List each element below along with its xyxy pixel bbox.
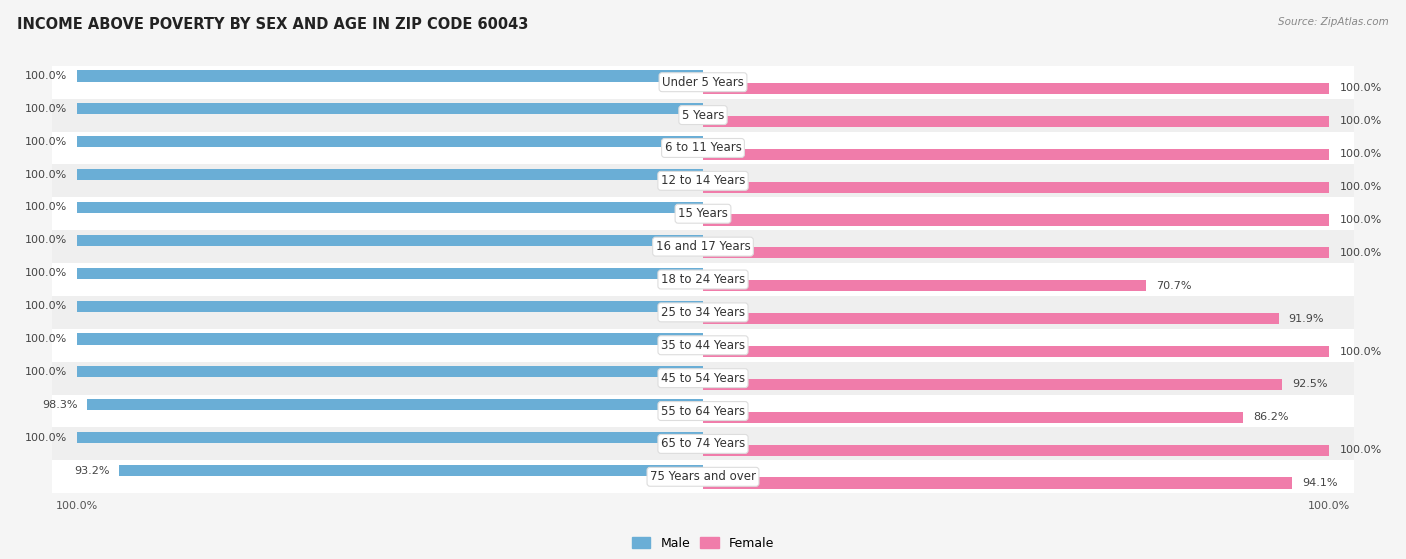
- Bar: [703, 116, 1329, 127]
- Bar: [52, 230, 1354, 263]
- Bar: [52, 428, 1354, 461]
- Text: 86.2%: 86.2%: [1253, 413, 1288, 422]
- Bar: [703, 346, 1329, 357]
- Bar: [77, 169, 703, 180]
- Bar: [703, 247, 1329, 258]
- Text: 100.0%: 100.0%: [24, 137, 66, 146]
- Bar: [703, 215, 1329, 226]
- Bar: [703, 149, 1329, 160]
- Legend: Male, Female: Male, Female: [627, 532, 779, 555]
- Bar: [77, 333, 703, 344]
- Bar: [52, 362, 1354, 395]
- Text: 45 to 54 Years: 45 to 54 Years: [661, 372, 745, 385]
- Bar: [703, 477, 1292, 489]
- Text: 94.1%: 94.1%: [1302, 478, 1339, 488]
- Text: 100.0%: 100.0%: [24, 71, 66, 81]
- Bar: [120, 465, 703, 476]
- Bar: [703, 379, 1282, 390]
- Bar: [77, 432, 703, 443]
- Bar: [52, 66, 1354, 98]
- Text: 100.0%: 100.0%: [1340, 347, 1382, 357]
- Text: 18 to 24 Years: 18 to 24 Years: [661, 273, 745, 286]
- Bar: [52, 164, 1354, 197]
- Text: Under 5 Years: Under 5 Years: [662, 75, 744, 89]
- Bar: [703, 444, 1329, 456]
- Text: 75 Years and over: 75 Years and over: [650, 470, 756, 484]
- Text: Source: ZipAtlas.com: Source: ZipAtlas.com: [1278, 17, 1389, 27]
- Text: 100.0%: 100.0%: [24, 301, 66, 311]
- Bar: [52, 296, 1354, 329]
- Text: 100.0%: 100.0%: [24, 235, 66, 245]
- Text: 100.0%: 100.0%: [1340, 182, 1382, 192]
- Bar: [52, 395, 1354, 428]
- Text: 25 to 34 Years: 25 to 34 Years: [661, 306, 745, 319]
- Text: 16 and 17 Years: 16 and 17 Years: [655, 240, 751, 253]
- Bar: [703, 182, 1329, 193]
- Text: 92.5%: 92.5%: [1292, 380, 1327, 390]
- Text: 12 to 14 Years: 12 to 14 Years: [661, 174, 745, 187]
- Bar: [703, 280, 1146, 291]
- Text: 55 to 64 Years: 55 to 64 Years: [661, 405, 745, 418]
- Bar: [52, 461, 1354, 493]
- Text: 15 Years: 15 Years: [678, 207, 728, 220]
- Bar: [52, 131, 1354, 164]
- Text: 91.9%: 91.9%: [1289, 314, 1324, 324]
- Text: 100.0%: 100.0%: [1340, 116, 1382, 126]
- Text: 100.0%: 100.0%: [24, 334, 66, 344]
- Text: 100.0%: 100.0%: [1340, 248, 1382, 258]
- Bar: [77, 136, 703, 148]
- Text: INCOME ABOVE POVERTY BY SEX AND AGE IN ZIP CODE 60043: INCOME ABOVE POVERTY BY SEX AND AGE IN Z…: [17, 17, 529, 32]
- Bar: [52, 98, 1354, 131]
- Bar: [52, 329, 1354, 362]
- Bar: [87, 399, 703, 410]
- Bar: [52, 197, 1354, 230]
- Bar: [77, 103, 703, 115]
- Text: 100.0%: 100.0%: [56, 501, 98, 511]
- Text: 100.0%: 100.0%: [24, 202, 66, 212]
- Bar: [703, 313, 1278, 324]
- Text: 6 to 11 Years: 6 to 11 Years: [665, 141, 741, 154]
- Text: 100.0%: 100.0%: [1308, 501, 1350, 511]
- Text: 100.0%: 100.0%: [1340, 83, 1382, 93]
- Text: 100.0%: 100.0%: [1340, 149, 1382, 159]
- Text: 93.2%: 93.2%: [73, 466, 110, 476]
- Text: 100.0%: 100.0%: [1340, 445, 1382, 455]
- Text: 100.0%: 100.0%: [24, 433, 66, 443]
- Bar: [77, 70, 703, 82]
- Text: 35 to 44 Years: 35 to 44 Years: [661, 339, 745, 352]
- Text: 100.0%: 100.0%: [1340, 215, 1382, 225]
- Bar: [77, 235, 703, 246]
- Text: 100.0%: 100.0%: [24, 367, 66, 377]
- Bar: [52, 263, 1354, 296]
- Bar: [703, 411, 1243, 423]
- Text: 100.0%: 100.0%: [24, 169, 66, 179]
- Text: 65 to 74 Years: 65 to 74 Years: [661, 437, 745, 451]
- Bar: [77, 268, 703, 279]
- Text: 100.0%: 100.0%: [24, 104, 66, 114]
- Bar: [703, 83, 1329, 94]
- Bar: [77, 301, 703, 312]
- Text: 100.0%: 100.0%: [24, 268, 66, 278]
- Text: 98.3%: 98.3%: [42, 400, 77, 410]
- Bar: [77, 202, 703, 213]
- Bar: [77, 366, 703, 377]
- Text: 70.7%: 70.7%: [1156, 281, 1191, 291]
- Text: 5 Years: 5 Years: [682, 108, 724, 122]
